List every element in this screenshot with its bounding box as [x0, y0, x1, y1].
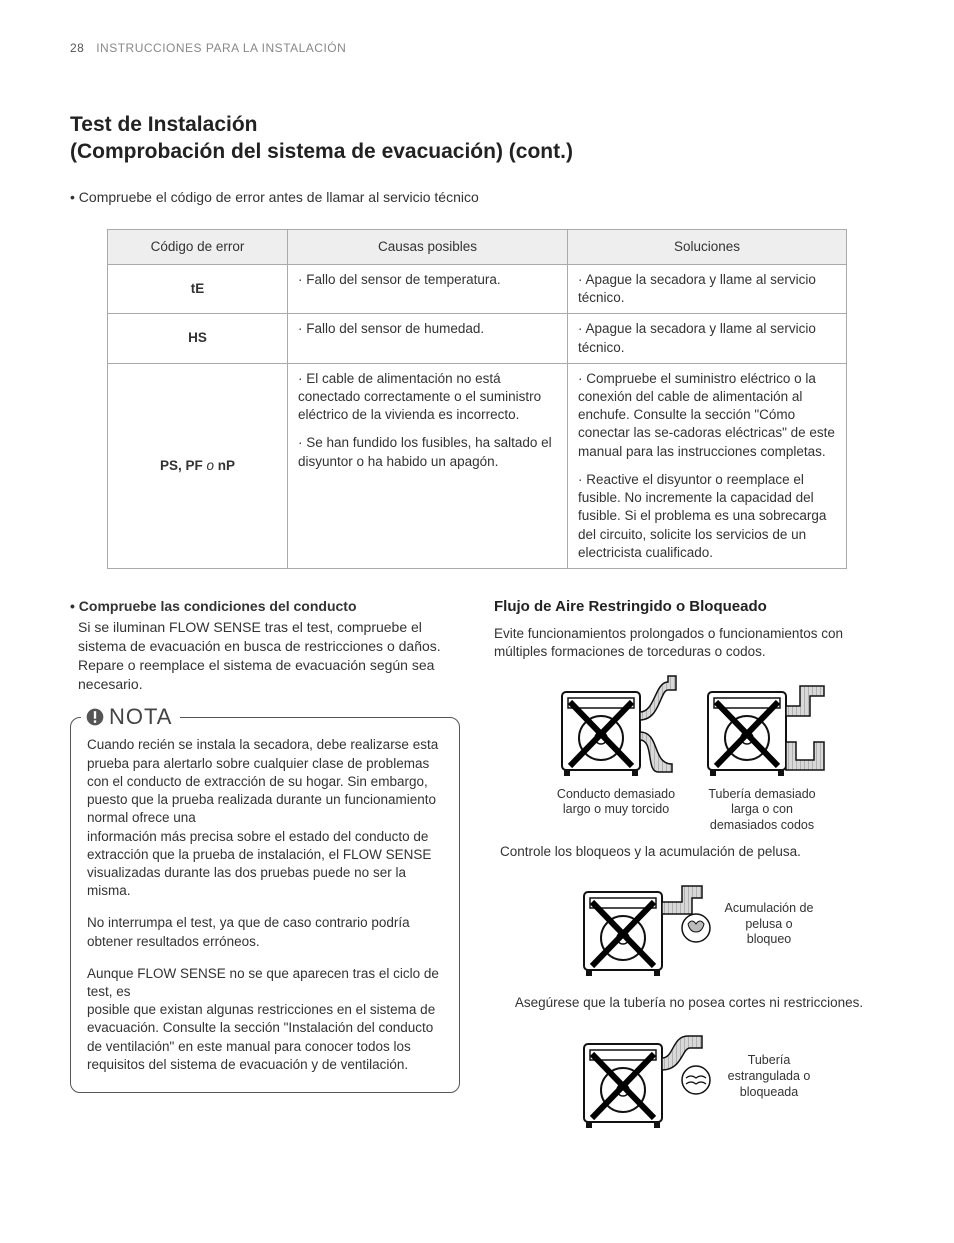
- figure-row-1: Conducto demasiado largo o muy torcido T…: [494, 672, 884, 834]
- fig4-caption: Tubería estrangulada o bloqueada: [724, 1053, 814, 1100]
- cell-code: HS: [108, 314, 288, 363]
- error-code-table: Código de error Causas posibles Solucion…: [107, 229, 847, 569]
- nota-box: NOTA Cuando recién se instala la secador…: [70, 717, 460, 1093]
- figure-many-elbows-icon: [696, 672, 828, 780]
- fig2-caption: Tubería demasiado larga o con demasiados…: [696, 787, 828, 834]
- page-header: 28 INSTRUCCIONES PARA LA INSTALACIÓN: [70, 40, 884, 56]
- alert-icon: [85, 707, 105, 727]
- fig1-caption: Conducto demasiado largo o muy torcido: [550, 787, 682, 818]
- fig3-caption: Acumulación de pelusa o bloqueo: [724, 901, 814, 948]
- nota-p3: Aunque FLOW SENSE no se que aparecen tra…: [87, 965, 443, 1074]
- check-body: Si se iluminan FLOW SENSE tras el test, …: [78, 618, 460, 694]
- nota-p2: No interrumpa el test, ya que de caso co…: [87, 914, 443, 950]
- table-row: HSFallo del sensor de humedad.Apague la …: [108, 314, 847, 363]
- check-title: • Compruebe las condiciones del conducto: [70, 597, 460, 616]
- left-column: • Compruebe las condiciones del conducto…: [70, 597, 460, 1142]
- cell-solution: Compruebe el suministro eléctrico o la c…: [568, 363, 847, 568]
- mid-text-2: Asegúrese que la tubería no posea cortes…: [494, 994, 884, 1012]
- cell-cause: Fallo del sensor de temperatura.: [288, 264, 568, 313]
- cell-solution: Apague la secadora y llame al servicio t…: [568, 314, 847, 363]
- table-row: tEFallo del sensor de temperatura.Apague…: [108, 264, 847, 313]
- right-column: Flujo de Aire Restringido o Bloqueado Ev…: [494, 597, 884, 1142]
- figure-lint-block-icon: [564, 866, 714, 984]
- th-solution: Soluciones: [568, 229, 847, 264]
- figure-long-duct-icon: [550, 672, 682, 780]
- cell-solution: Apague la secadora y llame al servicio t…: [568, 264, 847, 313]
- cell-cause: Fallo del sensor de humedad.: [288, 314, 568, 363]
- mid-text-1: Controle los bloqueos y la acumulación d…: [500, 843, 884, 861]
- figure-crushed-duct-icon: [564, 1018, 714, 1136]
- cell-cause: El cable de alimentación no está conecta…: [288, 363, 568, 568]
- section-name: INSTRUCCIONES PARA LA INSTALACIÓN: [96, 41, 346, 55]
- th-cause: Causas posibles: [288, 229, 568, 264]
- page-title: Test de Instalación (Comprobación del si…: [70, 111, 884, 166]
- figure-row-2: Acumulación de pelusa o bloqueo: [494, 866, 884, 984]
- table-row: PS, PF o nPEl cable de alimentación no e…: [108, 363, 847, 568]
- intro-bullet: • Compruebe el código de error antes de …: [70, 188, 884, 207]
- page-number: 28: [70, 41, 84, 55]
- th-code: Código de error: [108, 229, 288, 264]
- nota-p1: Cuando recién se instala la secadora, de…: [87, 736, 443, 900]
- airflow-title: Flujo de Aire Restringido o Bloqueado: [494, 597, 884, 617]
- cell-code: tE: [108, 264, 288, 313]
- figure-row-3: Tubería estrangulada o bloqueada: [494, 1018, 884, 1136]
- airflow-intro: Evite funcionamientos prolongados o func…: [494, 625, 884, 661]
- cell-code: PS, PF o nP: [108, 363, 288, 568]
- nota-title: NOTA: [81, 702, 180, 732]
